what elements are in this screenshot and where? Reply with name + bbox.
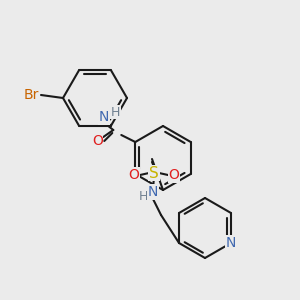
Text: N: N <box>99 110 110 124</box>
Text: H: H <box>111 106 120 118</box>
Text: N: N <box>148 185 158 199</box>
Text: S: S <box>149 166 159 181</box>
Text: O: O <box>92 134 103 148</box>
Text: Br: Br <box>23 88 39 102</box>
Text: H: H <box>138 190 148 203</box>
Text: N: N <box>226 236 236 250</box>
Text: O: O <box>169 168 179 182</box>
Text: O: O <box>129 168 140 182</box>
